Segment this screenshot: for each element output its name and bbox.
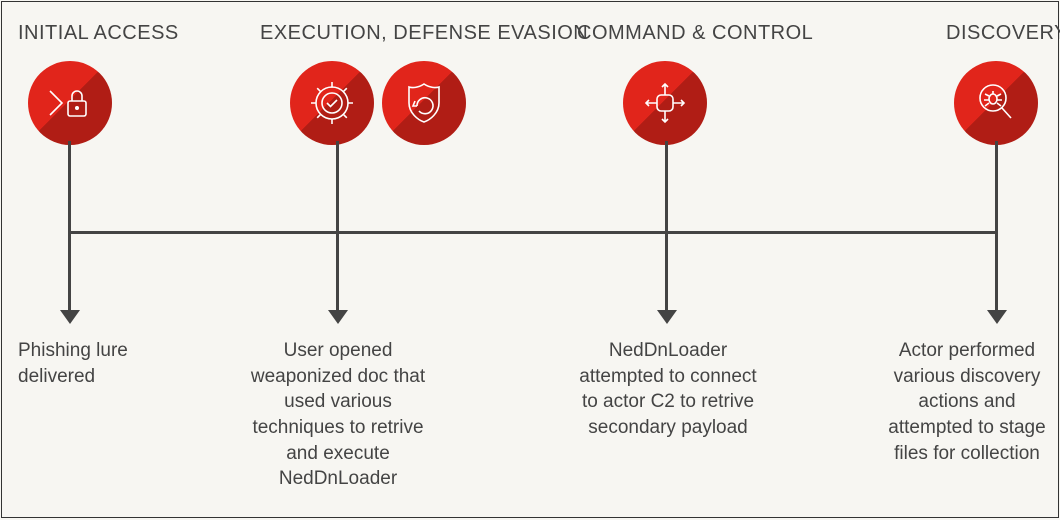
diagram-container: INITIAL ACCESS EXECUTION, DEFENSE EVASIO… — [1, 1, 1059, 518]
stage-title: DISCOVERY — [946, 22, 1060, 45]
stage-desc-4: Actor performed various discovery action… — [882, 338, 1052, 466]
arrowhead-3 — [657, 310, 677, 324]
stage-icons — [954, 61, 1060, 145]
stage-title: COMMAND & CONTROL — [577, 22, 813, 45]
stage-execution-evasion: EXECUTION, DEFENSE EVASION — [260, 22, 588, 145]
stage-desc-3: NedDnLoader attempted to connect to acto… — [578, 338, 758, 441]
stage-desc-1: Phishing lure delivered — [18, 338, 168, 389]
arrowhead-2 — [328, 310, 348, 324]
arrowhead-4 — [987, 310, 1007, 324]
stage-icons — [28, 61, 179, 145]
shield-refresh-icon — [382, 61, 466, 145]
access-lock-icon — [28, 61, 112, 145]
arrows-cross-icon — [623, 61, 707, 145]
stage-initial-access: INITIAL ACCESS — [18, 22, 179, 145]
timeline-line — [68, 231, 997, 234]
arrow-line-4 — [995, 141, 998, 313]
stage-title: INITIAL ACCESS — [18, 22, 179, 45]
arrowhead-1 — [60, 310, 80, 324]
arrow-line-3 — [665, 141, 668, 313]
stage-title: EXECUTION, DEFENSE EVASION — [260, 22, 588, 45]
arrow-line-1 — [68, 141, 71, 313]
stage-icons — [623, 61, 813, 145]
gear-check-icon — [290, 61, 374, 145]
stage-command-control: COMMAND & CONTROL — [577, 22, 813, 145]
magnify-bug-icon — [954, 61, 1038, 145]
stage-icons — [290, 61, 588, 145]
stage-discovery: DISCOVERY — [946, 22, 1060, 145]
stage-desc-2: User opened weaponized doc that used var… — [238, 338, 438, 492]
arrow-line-2 — [336, 141, 339, 313]
